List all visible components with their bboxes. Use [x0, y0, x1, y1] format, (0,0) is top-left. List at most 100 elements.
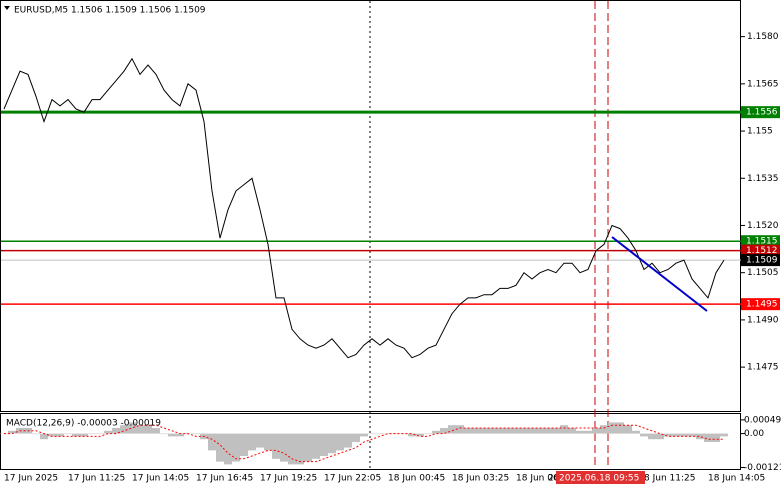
macd-bar	[656, 433, 664, 440]
y-tick-label: 1.155	[747, 127, 773, 137]
macd-bar	[320, 433, 328, 456]
macd-bar	[704, 433, 712, 442]
y-tick-label: 0.00049	[744, 415, 781, 425]
macd-bar	[632, 430, 640, 434]
macd-bar	[168, 433, 176, 437]
macd-panel	[0, 413, 741, 470]
trend-line	[611, 236, 708, 312]
macd-bar	[464, 428, 472, 434]
macd-bar	[240, 433, 248, 456]
macd-bar	[280, 433, 288, 462]
macd-bar	[384, 433, 392, 435]
level-label: 1.1495	[746, 300, 778, 310]
macd-bar	[392, 433, 400, 435]
y-tick-label: 1.1490	[747, 315, 779, 325]
price-line	[3, 57, 725, 359]
x-tick-label: 18 Jun 06	[516, 474, 559, 484]
level-tag	[741, 298, 780, 311]
macd-title: MACD(12,26,9) -0.00003 -0.00019	[6, 419, 161, 429]
level-tag	[741, 254, 780, 267]
y-tick-label: 1.1520	[747, 221, 779, 231]
menu-arrow	[4, 6, 10, 10]
macd-bar	[512, 428, 520, 434]
level-label: 1.1509	[746, 256, 778, 266]
macd-bar	[664, 433, 672, 437]
macd-bar	[416, 433, 424, 437]
macd-bar	[48, 433, 56, 437]
level-tag	[741, 235, 780, 248]
macd-bar	[304, 433, 312, 462]
level-label: 1.1556	[746, 108, 778, 118]
y-tick-label: 1.1535	[747, 174, 779, 184]
macd-bar	[344, 433, 352, 448]
macd-bar	[224, 433, 232, 465]
macd-bar	[536, 428, 544, 434]
macd-bar	[56, 433, 64, 437]
macd-bar	[408, 433, 416, 437]
macd-bar	[192, 433, 200, 435]
x-tick-label: 18 Jun 14:05	[708, 474, 765, 484]
macd-bar	[144, 425, 152, 434]
macd-bar	[640, 433, 648, 437]
macd-bar	[424, 433, 432, 435]
macd-bar	[216, 433, 224, 462]
chart-title: EURUSD,M5 1.1506 1.1509 1.1506 1.1509	[14, 6, 206, 16]
x-tick-label: 8 Jun 11:25	[644, 474, 695, 484]
macd-bar	[128, 422, 136, 434]
level-tag	[741, 106, 780, 119]
macd-bar	[560, 425, 568, 434]
macd-bar	[680, 433, 688, 437]
macd-bar	[720, 433, 728, 437]
macd-bar	[80, 433, 88, 437]
x-tick-label: 17 Jun 22:05	[324, 474, 381, 484]
macd-bar	[528, 428, 536, 434]
macd-bar	[288, 433, 296, 465]
level-tag	[741, 244, 780, 257]
macd-bar	[248, 433, 256, 451]
macd-bar	[440, 428, 448, 434]
macd-bar	[520, 428, 528, 434]
macd-bar	[360, 433, 368, 437]
macd-bar	[120, 425, 128, 434]
macd-bar	[160, 433, 168, 435]
y-tick-label: 1.1505	[747, 268, 779, 278]
macd-bar	[296, 433, 304, 465]
macd-bar	[456, 425, 464, 434]
x-tick-label: 17 Jun 11:25	[68, 474, 125, 484]
macd-bar	[232, 433, 240, 462]
signal-line	[4, 424, 724, 463]
macd-bar	[712, 433, 720, 442]
macd-bar	[592, 428, 600, 434]
macd-bar	[400, 433, 408, 435]
macd-bar	[336, 433, 344, 451]
macd-bar	[672, 433, 680, 437]
macd-bar	[552, 428, 560, 434]
y-tick-label: 1.1475	[747, 363, 779, 373]
macd-bar	[112, 428, 120, 434]
x-tick-label: 17 Jun 2025	[4, 474, 58, 484]
macd-bar	[352, 433, 360, 442]
x-tick-label: 18 Jun 00:45	[388, 474, 445, 484]
macd-bar	[272, 433, 280, 459]
macd-bar	[88, 433, 96, 435]
macd-bar	[72, 433, 80, 437]
macd-bar	[368, 433, 376, 435]
macd-bar	[376, 433, 384, 435]
macd-bar	[568, 428, 576, 434]
macd-bar	[64, 433, 72, 435]
macd-bar	[264, 433, 272, 451]
macd-bar	[152, 428, 160, 434]
x-tick-label: 18 Jun 03:25	[452, 474, 509, 484]
macd-bar	[688, 433, 696, 437]
macd-bar	[496, 428, 504, 434]
macd-bar	[472, 428, 480, 434]
x-tick-label: 17 Jun 19:25	[260, 474, 317, 484]
macd-bar	[624, 425, 632, 434]
x-tick-label: 17 Jun 16:45	[196, 474, 253, 484]
macd-bar	[608, 422, 616, 434]
macd-bar	[40, 433, 48, 440]
macd-bar	[176, 433, 184, 437]
level-label: 1.1515	[746, 237, 778, 247]
macd-bar	[600, 425, 608, 434]
macd-bar	[648, 433, 656, 440]
